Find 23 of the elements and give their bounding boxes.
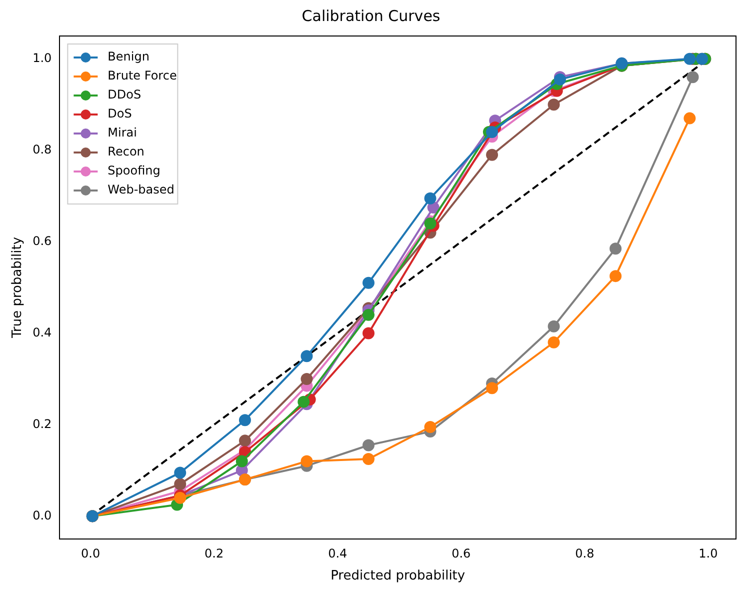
legend-label: Brute Force [108,68,177,83]
x-tick-label: 0.8 [575,546,594,560]
x-axis-title: Predicted probability [330,568,466,584]
legend-label: Benign [108,50,150,64]
x-tick-label: 1.0 [698,546,718,560]
y-tick-label: 0.2 [32,416,52,431]
y-tick-label: 0.0 [32,508,52,522]
chart-title: Calibration Curves [302,6,440,25]
y-tick-label: 0.4 [32,325,52,340]
x-tick-label: 0.4 [328,546,348,560]
legend-label: DoS [108,106,132,121]
x-tick-label: 0.0 [81,546,100,560]
y-tick-label: 0.6 [32,234,52,248]
x-tick-label: 0.6 [452,546,471,560]
y-axis-title: True probability [10,236,26,340]
x-tick-label: 0.2 [204,546,224,560]
legend-label: Recon [108,144,144,159]
legend-label: DDoS [108,88,142,102]
legend-label: Mirai [108,126,137,140]
legend-label: Web-based [108,182,174,197]
y-tick-label: 0.8 [32,142,52,156]
legend-label: Spoofing [108,164,160,178]
y-tick-label: 1.0 [32,50,52,65]
